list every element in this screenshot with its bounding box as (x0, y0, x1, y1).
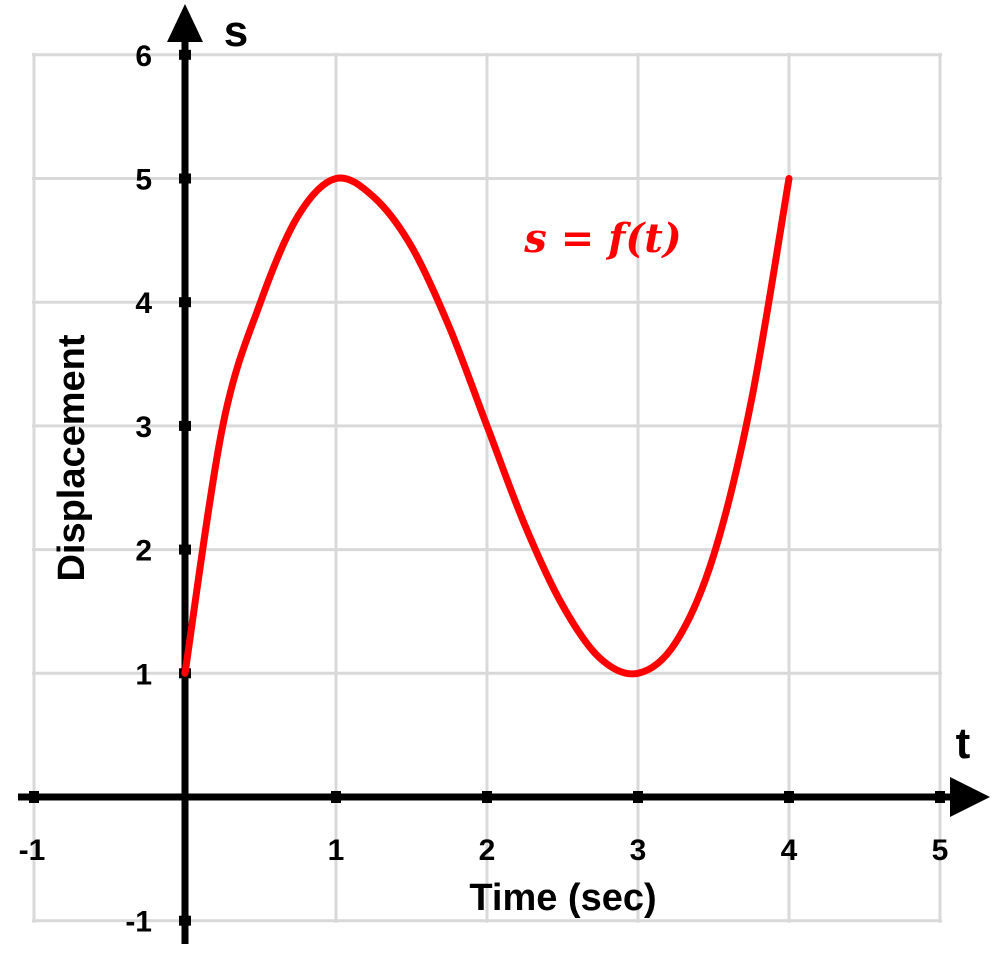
series-line (181, 174, 793, 678)
x-tick-label: -1 (19, 834, 46, 867)
x-tick-label: 4 (781, 834, 798, 867)
y-tick-mark (179, 915, 191, 926)
curve-annotation: s = f(t) (523, 215, 681, 262)
y-tick-label: 6 (135, 40, 152, 73)
y-axis-arrow (167, 4, 203, 42)
y-tick-mark (179, 173, 191, 184)
y-tick-label: -1 (125, 906, 152, 939)
y-tick-mark (179, 420, 191, 431)
x-tick-mark (935, 791, 945, 803)
x-tick-label: 1 (328, 834, 345, 867)
x-tick-label: 5 (932, 834, 949, 867)
x-tick-mark (482, 791, 492, 803)
x-axis-title: Time (sec) (469, 877, 656, 919)
x-tick-mark (331, 791, 341, 803)
y-tick-label: 3 (135, 411, 152, 444)
x-tick-label: 2 (479, 834, 496, 867)
x-tick-label: 3 (630, 834, 647, 867)
x-tick-mark (784, 791, 794, 803)
y-axis-name: s (224, 7, 248, 56)
x-axis-name: t (956, 719, 971, 768)
x-tick-mark (29, 791, 39, 803)
y-tick-mark (179, 49, 191, 60)
y-tick-label: 1 (135, 658, 152, 691)
y-tick-label: 4 (135, 287, 152, 320)
x-tick-mark (633, 791, 643, 803)
y-tick-label: 5 (135, 164, 152, 197)
labels: t s Time (sec) Displacement s = f(t) (51, 7, 971, 919)
y-axis-title: Displacement (51, 334, 93, 581)
series (181, 174, 793, 678)
x-axis-arrow (950, 777, 990, 817)
y-tick-mark (179, 544, 191, 555)
ticks: -1 1 2 3 4 5 -1 1 2 3 4 5 6 (19, 40, 949, 939)
y-tick-mark (179, 297, 191, 308)
y-tick-label: 2 (135, 535, 152, 568)
